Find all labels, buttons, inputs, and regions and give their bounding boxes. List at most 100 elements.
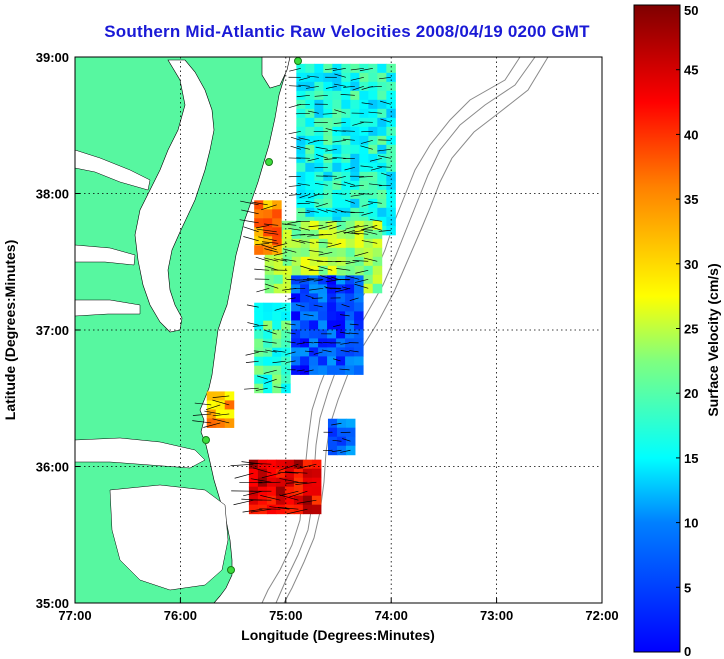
velocity-cell	[302, 468, 313, 479]
velocity-cell	[341, 72, 351, 83]
velocity-cell	[359, 135, 369, 146]
velocity-arrow	[378, 155, 391, 159]
velocity-cell	[354, 284, 364, 294]
velocity-cell	[386, 99, 396, 110]
velocity-cell	[354, 256, 365, 267]
velocity-cell	[386, 81, 396, 92]
velocity-arrow	[333, 175, 346, 180]
velocity-cell	[281, 347, 291, 358]
velocity-arrow	[317, 265, 333, 271]
velocity-arrow	[255, 242, 270, 246]
velocity-arrow	[212, 413, 230, 417]
velocity-cell	[305, 90, 315, 101]
velocity-arrow	[290, 233, 306, 236]
velocity-cell	[309, 238, 320, 249]
velocity-arrow	[340, 314, 350, 317]
velocity-cell	[305, 72, 315, 83]
velocity-cell	[309, 320, 319, 330]
velocity-cell	[327, 247, 338, 258]
velocity-cell	[305, 180, 315, 191]
velocity-cell	[272, 227, 282, 237]
velocity-cell	[327, 284, 337, 294]
velocity-arrow	[362, 224, 378, 230]
velocity-cell	[327, 427, 338, 438]
velocity-cell	[332, 144, 342, 155]
velocity-cell	[281, 383, 291, 394]
velocity-cell	[291, 311, 301, 321]
velocity-arrow	[239, 219, 259, 224]
velocity-arrow	[336, 268, 351, 271]
velocity-cell	[336, 329, 346, 339]
velocity-cell	[300, 356, 310, 366]
velocity-cell	[282, 265, 293, 276]
velocity-arrow	[345, 199, 355, 204]
velocity-arrow	[194, 402, 212, 406]
velocity-cell	[363, 229, 374, 240]
velocity-arrow	[349, 323, 359, 326]
colorbar-tick-label: 35	[684, 192, 698, 207]
velocity-arrow	[287, 341, 296, 344]
velocity-cell	[327, 302, 337, 312]
velocity-cell	[293, 504, 304, 515]
y-tick-label: 37:00	[36, 323, 69, 338]
velocity-arrow	[378, 229, 391, 232]
velocity-cell	[345, 418, 356, 429]
velocity-cell	[341, 180, 351, 191]
velocity-cell	[309, 220, 320, 231]
velocity-arrow	[254, 268, 270, 271]
velocity-arrow	[359, 193, 373, 195]
velocity-cell	[263, 329, 273, 340]
velocity-cell	[323, 189, 333, 200]
velocity-cell	[254, 218, 264, 228]
velocity-cell	[327, 436, 338, 447]
velocity-arrow	[296, 94, 310, 98]
tidal-river-1	[75, 149, 151, 191]
velocity-cell	[275, 495, 286, 506]
velocity-cell	[336, 445, 347, 456]
velocity-cell	[377, 90, 387, 101]
velocity-arrow	[279, 490, 299, 497]
velocity-cell	[327, 275, 337, 285]
velocity-arrow	[295, 304, 305, 308]
velocity-cell	[345, 265, 356, 276]
velocity-arrow	[273, 242, 288, 248]
velocity-cell	[386, 90, 396, 101]
velocity-cell	[257, 504, 268, 515]
velocity-arrow	[380, 172, 391, 177]
velocity-cell	[254, 365, 264, 376]
velocity-cell	[311, 504, 322, 515]
velocity-cell	[281, 311, 291, 322]
velocity-cell	[341, 117, 351, 128]
velocity-cell	[363, 265, 374, 276]
velocity-cell	[291, 284, 301, 294]
velocity-cell	[311, 459, 322, 470]
velocity-cell	[300, 338, 310, 348]
velocity-arrow	[353, 224, 369, 228]
velocity-cell	[377, 117, 387, 128]
velocity-cell	[284, 495, 295, 506]
velocity-cell	[377, 63, 387, 74]
velocity-cell	[266, 459, 277, 470]
velocity-cell	[354, 320, 364, 330]
velocity-cell	[302, 477, 313, 488]
velocity-cell	[386, 144, 396, 155]
velocity-cell	[350, 153, 360, 164]
velocity-cell	[345, 365, 355, 375]
velocity-cell	[368, 90, 378, 101]
velocity-cell	[206, 409, 217, 419]
velocity-cell	[314, 198, 324, 209]
velocity-cell	[359, 162, 369, 173]
velocity-arrow	[286, 351, 296, 355]
velocity-cell	[336, 418, 347, 429]
velocity-cell	[314, 90, 324, 101]
velocity-arrow	[234, 472, 254, 479]
velocity-arrow	[354, 278, 369, 283]
colorbar	[633, 4, 681, 653]
velocity-cell	[350, 117, 360, 128]
velocity-arrow	[264, 232, 279, 235]
velocity-cell	[386, 135, 396, 146]
velocity-arrow	[361, 202, 373, 207]
velocity-cell	[296, 144, 306, 155]
velocity-cell	[248, 468, 259, 479]
velocity-cell	[257, 468, 268, 479]
